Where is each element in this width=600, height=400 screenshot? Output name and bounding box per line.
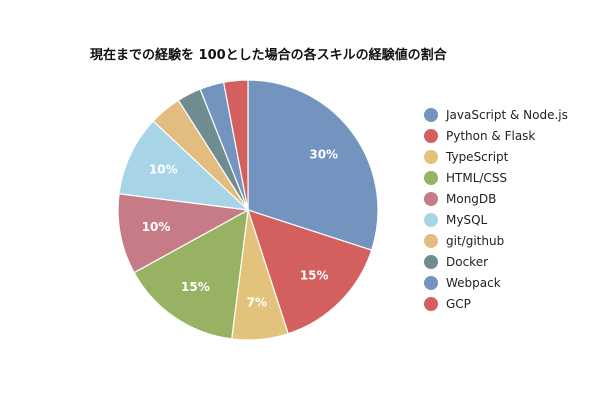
legend-label-4: MongDB [446,191,497,206]
pie-slice-5 [118,120,250,211]
legend-swatch-8 [424,275,438,290]
pie-slice-1 [247,209,373,335]
legend-swatch-0 [424,107,438,122]
legend-item-5: MySQL [424,209,568,230]
legend-swatch-3 [424,170,438,185]
legend-label-8: Webpack [446,275,501,290]
legend-label-6: git/github [446,233,505,248]
pie-slice-0 [247,79,379,251]
legend-item-0: JavaScript & Node.js [424,104,568,125]
pie-slice-4 [117,193,250,274]
legend-label-5: MySQL [446,212,488,227]
legend-swatch-4 [424,191,438,206]
legend-item-7: Docker [424,251,568,272]
pie-slice-label-0: 30% [309,147,338,161]
legend-label-3: HTML/CSS [446,170,508,185]
legend-label-0: JavaScript & Node.js [446,107,568,122]
legend-label-2: TypeScript [446,149,509,164]
pie-slice-label-4: 10% [142,220,171,234]
legend-swatch-9 [424,296,438,311]
legend-swatch-6 [424,233,438,248]
legend-swatch-2 [424,149,438,164]
legend-item-6: git/github [424,230,568,251]
pie-slice-9 [222,79,249,211]
legend-item-9: GCP [424,293,568,314]
legend-item-4: MongDB [424,188,568,209]
legend-swatch-5 [424,212,438,227]
legend-item-1: Python & Flask [424,125,568,146]
pie-slice-label-1: 15% [300,269,329,283]
pie-slice-3 [133,208,249,340]
pie-slice-labels: 30% 15% 7% 15% 10% 10% [142,147,338,309]
legend-item-2: TypeScript [424,146,568,167]
legend-swatch-1 [424,128,438,143]
pie-slices [117,79,379,341]
legend-item-3: HTML/CSS [424,167,568,188]
pie-slice-label-5: 10% [149,163,178,177]
legend-label-9: GCP [446,296,471,311]
legend-label-1: Python & Flask [446,128,536,143]
chart-title: 現在までの経験を 100とした場合の各スキルの経験値の割合 [90,48,447,63]
legend-label-7: Docker [446,254,489,269]
pie-slice-label-3: 15% [181,280,210,294]
legend: JavaScript & Node.js Python & Flask TypeSc… [424,104,568,314]
legend-swatch-7 [424,254,438,269]
legend-item-8: Webpack [424,272,568,293]
pie-slice-label-2: 7% [247,296,267,310]
